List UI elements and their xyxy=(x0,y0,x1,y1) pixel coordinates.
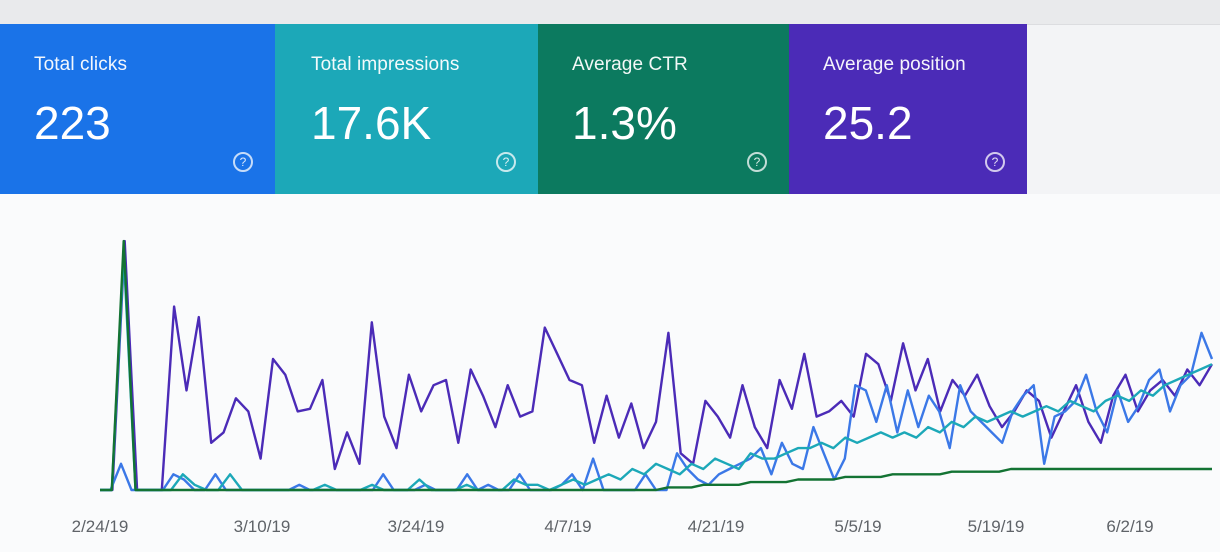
x-tick-label: 4/21/19 xyxy=(688,517,745,536)
series-lines xyxy=(100,239,1214,492)
x-tick-label: 5/5/19 xyxy=(834,517,881,536)
x-axis-ticks: 2/24/19 3/10/19 3/24/19 4/7/19 4/21/19 5/5/19… xyxy=(72,517,1154,536)
average-ctr-card[interactable]: Average CTR 1.3% ? xyxy=(538,24,789,194)
total-impressions-card[interactable]: Total impressions 17.6K ? xyxy=(275,24,538,194)
browser-top-strip xyxy=(0,0,1220,25)
card-label: Average CTR xyxy=(572,54,688,75)
x-tick-label: 3/10/19 xyxy=(234,517,291,536)
total-clicks-card[interactable]: Total clicks 223 ? xyxy=(0,24,275,194)
card-value: 25.2 xyxy=(823,97,913,149)
average-position-card[interactable]: Average position 25.2 ? xyxy=(789,24,1027,194)
help-icon[interactable]: ? xyxy=(496,152,516,172)
card-value: 1.3% xyxy=(572,97,677,149)
performance-chart: 2/24/19 3/10/19 3/24/19 4/7/19 4/21/19 5/5/19… xyxy=(0,194,1220,552)
card-label: Average position xyxy=(823,54,966,75)
x-tick-label: 5/19/19 xyxy=(968,517,1025,536)
x-tick-label: 4/7/19 xyxy=(544,517,591,536)
card-label: Total impressions xyxy=(311,54,460,75)
series-line-3 xyxy=(100,239,1212,492)
card-value: 17.6K xyxy=(311,97,432,149)
help-icon[interactable]: ? xyxy=(747,152,767,172)
x-tick-label: 2/24/19 xyxy=(72,517,129,536)
card-label: Total clicks xyxy=(34,54,128,75)
help-icon[interactable]: ? xyxy=(233,152,253,172)
x-tick-label: 6/2/19 xyxy=(1106,517,1153,536)
help-icon[interactable]: ? xyxy=(985,152,1005,172)
x-tick-label: 3/24/19 xyxy=(388,517,445,536)
metric-cards: Total clicks 223 ? Total impressions 17.… xyxy=(0,24,1030,194)
card-value: 223 xyxy=(34,97,111,149)
line-chart-svg: 2/24/19 3/10/19 3/24/19 4/7/19 4/21/19 5/5/19… xyxy=(72,239,1214,536)
series-line-0 xyxy=(100,239,1214,492)
